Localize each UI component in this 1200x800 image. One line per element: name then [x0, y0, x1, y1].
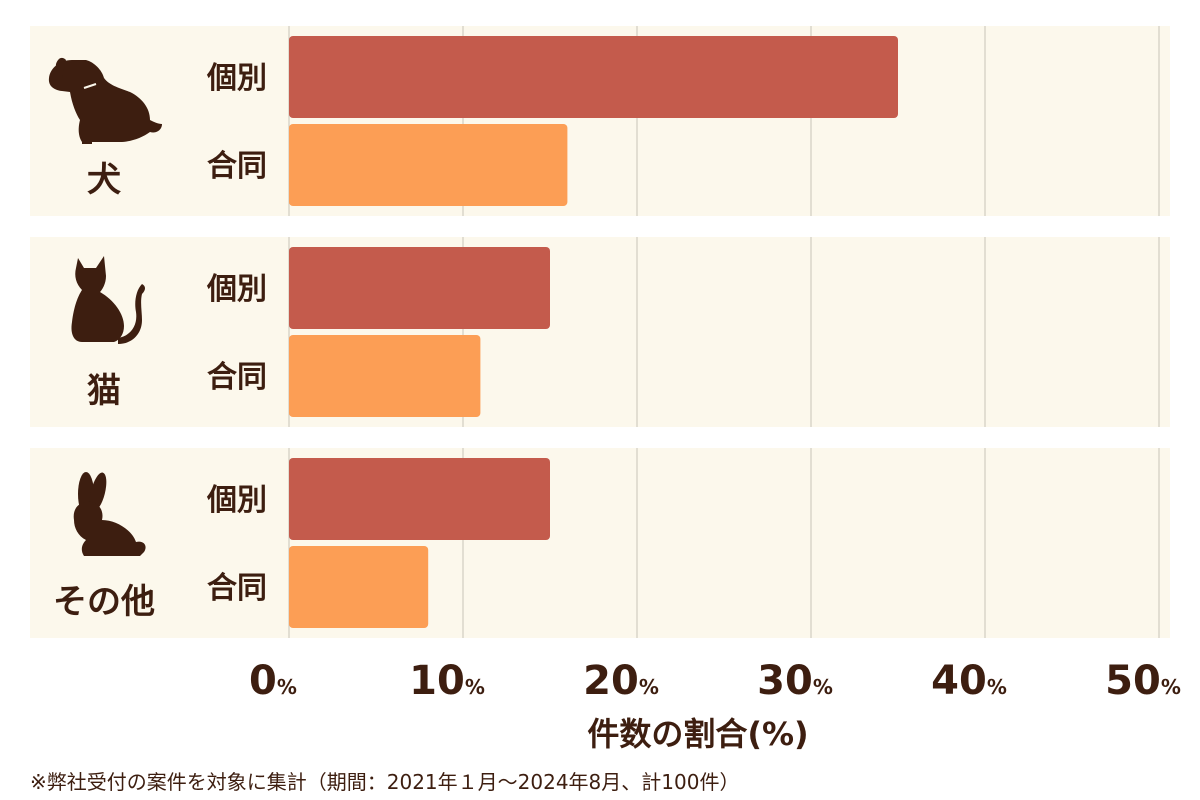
- rabbit-icon: [73, 472, 146, 556]
- series-label: 合同: [207, 571, 267, 606]
- dog-icon: [48, 57, 162, 144]
- category-label: 犬: [87, 160, 121, 200]
- category-icons: [48, 57, 162, 556]
- x-tick-label: 0%: [249, 658, 297, 704]
- series-label: 個別: [206, 272, 267, 307]
- bars: [289, 36, 898, 628]
- series-label: 合同: [207, 360, 267, 395]
- series-label: 合同: [207, 149, 267, 184]
- category-panel: [30, 448, 1170, 638]
- x-axis-label: 件数の割合(%): [587, 715, 808, 753]
- x-axis: 0% 10% 20% 30% 40% 50%: [249, 658, 1181, 704]
- x-tick-label: 20%: [583, 658, 659, 704]
- bar: [289, 335, 481, 417]
- series-label: 個別: [206, 61, 267, 96]
- bar: [289, 247, 550, 329]
- bar: [289, 458, 550, 540]
- x-tick-label: 30%: [757, 658, 833, 704]
- series-label: 個別: [206, 483, 267, 518]
- footnote: ※弊社受付の案件を対象に集計（期間：2021年１月〜2024年8月、計100件）: [30, 770, 740, 794]
- bar: [289, 546, 429, 628]
- category-panel: [30, 237, 1170, 427]
- x-tick-label: 10%: [409, 658, 485, 704]
- cat-icon: [71, 256, 145, 344]
- category-label: その他: [53, 582, 155, 622]
- category-label: 猫: [87, 371, 121, 411]
- x-tick-label: 50%: [1105, 658, 1181, 704]
- x-tick-label: 40%: [931, 658, 1007, 704]
- bar: [289, 36, 898, 118]
- bar: [289, 124, 568, 206]
